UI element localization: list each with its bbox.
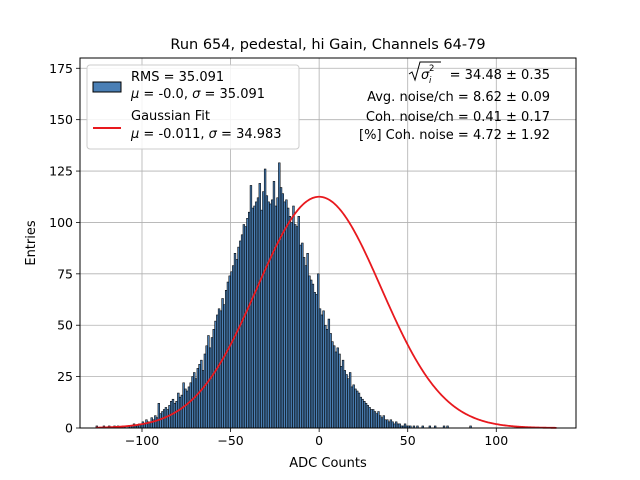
y-axis-label: Entries: [24, 220, 39, 266]
legend-fit-sigma: 34.983: [236, 127, 282, 142]
y-tick-label: 175: [49, 61, 73, 76]
legend: RMS = 35.091 μ = -0.0, σ = 35.091 Gaussi…: [86, 64, 300, 150]
noise-annotations: σ i 2 = 34.48 ± 0.35 Avg. noise/ch = 8.6…: [359, 61, 550, 143]
y-tick-label: 150: [49, 112, 73, 127]
chart-title: Run 654, pedestal, hi Gain, Channels 64-…: [170, 37, 485, 53]
sqrt-sigma-symbol: σ i 2: [408, 61, 441, 86]
legend-box: [86, 64, 300, 150]
gaussian-fit-layer: [95, 195, 557, 429]
svg-text:σ: σ: [421, 68, 430, 83]
legend-fit-label: Gaussian Fit: [131, 109, 210, 124]
x-tick-label: −50: [217, 433, 243, 448]
coh-noise-text: Coh. noise/ch = 0.41 ± 0.17: [366, 110, 550, 125]
noise-value: = 34.48 ± 0.35: [450, 68, 550, 83]
grid-lines: [80, 58, 576, 429]
y-tick-label: 100: [49, 215, 73, 230]
legend-hist-stats: μ = -0.0, σ = 35.091: [130, 87, 265, 102]
x-tick-label: 50: [400, 433, 416, 448]
y-tick-label: 50: [57, 318, 73, 333]
y-tick-label: 75: [57, 266, 73, 281]
svg-text:i: i: [429, 76, 432, 86]
x-axis-label: ADC Counts: [289, 456, 367, 471]
avg-noise-text: Avg. noise/ch = 8.62 ± 0.09: [367, 90, 550, 105]
legend-histogram-patch: [92, 81, 122, 93]
x-tick-label: 0: [315, 433, 323, 448]
svg-text:2: 2: [429, 64, 434, 74]
x-tick-label: −100: [125, 433, 159, 448]
legend-fit-mu: -0.011: [158, 127, 200, 142]
gaussian-fit-curve: [95, 195, 557, 429]
legend-fit-stats: μ = -0.011, σ = 34.983: [130, 127, 282, 142]
y-tick-label: 25: [57, 369, 73, 384]
y-tick-label: 0: [65, 421, 73, 436]
legend-hist-sigma: 35.091: [220, 87, 266, 102]
x-tick-label: 100: [484, 433, 508, 448]
legend-hist-mu: -0.0: [158, 87, 183, 102]
y-tick-label: 125: [49, 164, 73, 179]
axis-ticks: −100 −50 0 50 100 0 25 50 75 100 125 150 175: [49, 61, 508, 448]
plot-frame: [79, 57, 577, 429]
pct-coh-noise-text: [%] Coh. noise = 4.72 ± 1.92: [359, 128, 550, 143]
legend-rms-label: RMS = 35.091: [131, 70, 224, 85]
